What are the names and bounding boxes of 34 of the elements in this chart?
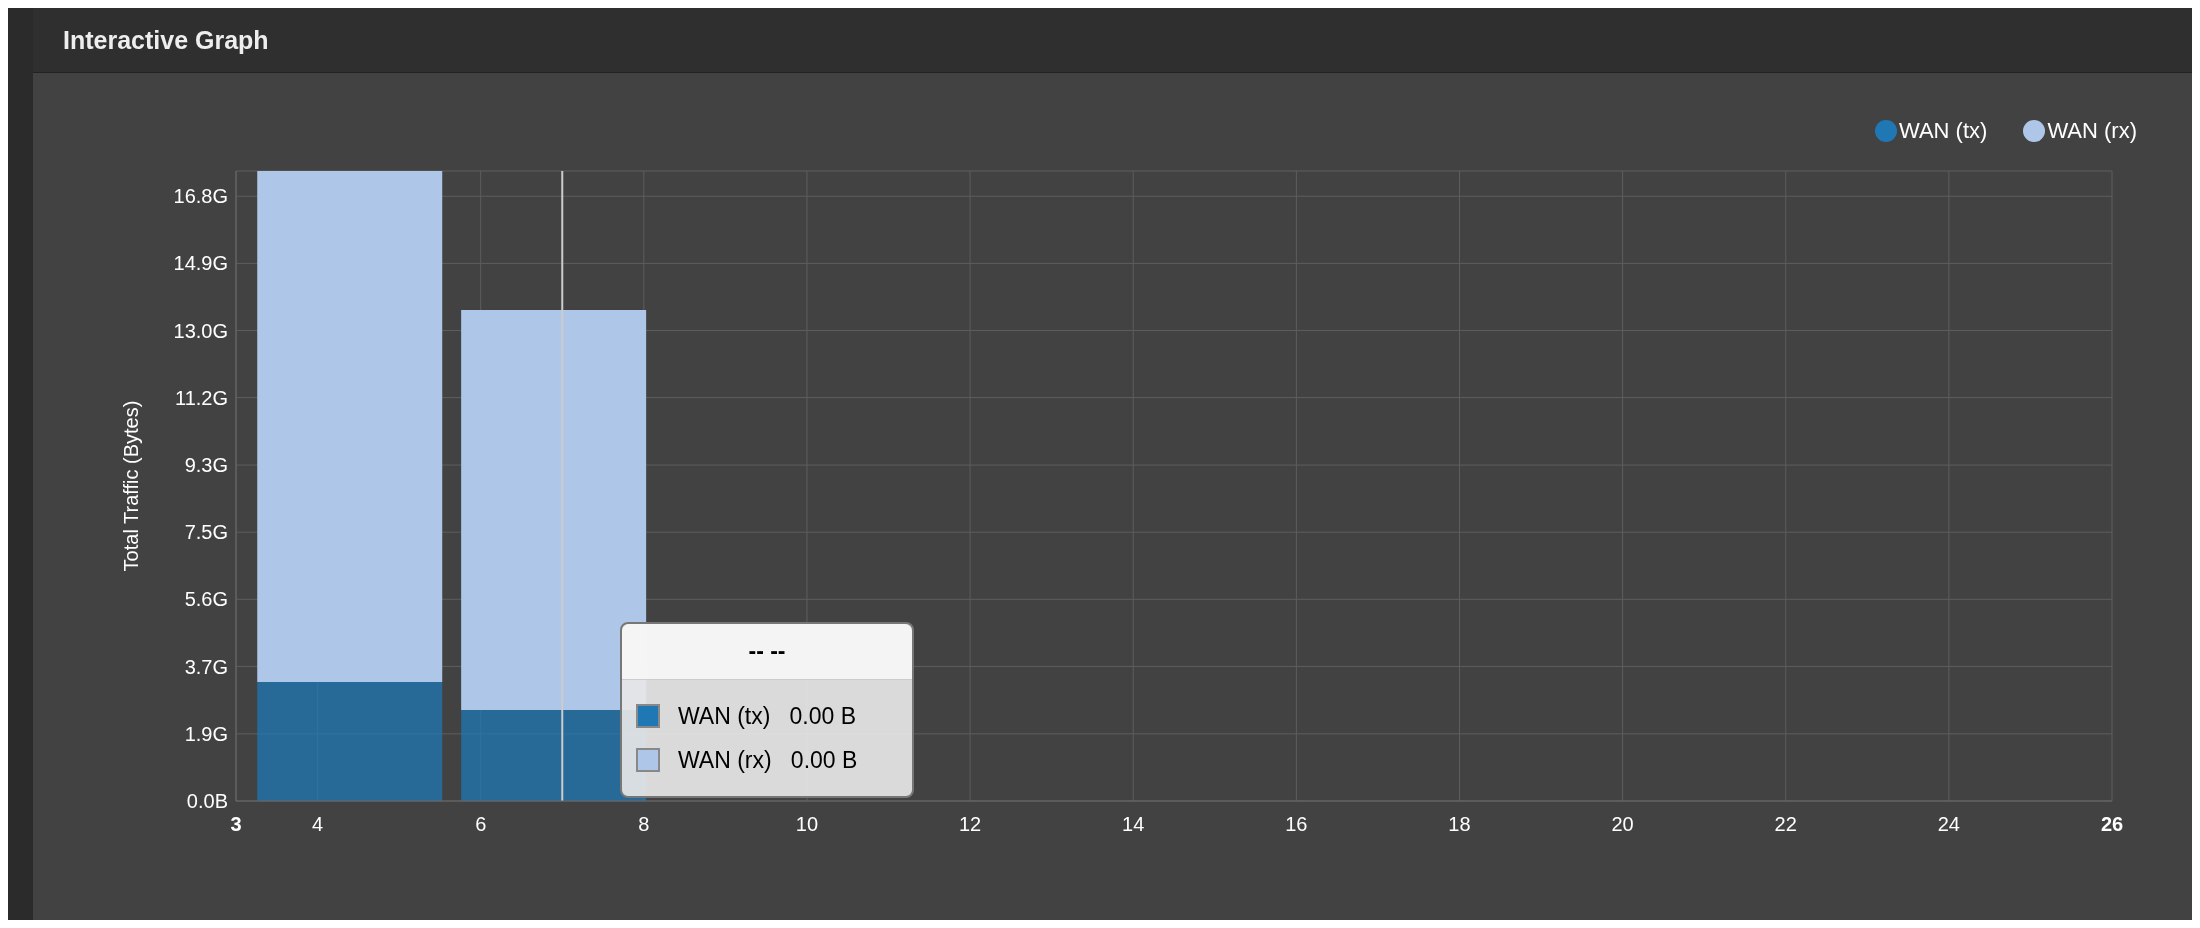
x-tick-label: 22 [1774, 813, 1797, 835]
annotation: WAN (tx) 0.00 B [678, 702, 857, 730]
x-tick-label: 14 [1122, 813, 1145, 835]
x-tick-label: 26 [2100, 813, 2124, 835]
y-tick-label: 5.6G [184, 588, 228, 611]
x-tick-label: 18 [1448, 813, 1471, 835]
tooltip-card: -- -- WAN (tx) 0.00 B WAN (rx) 0.00 B [620, 622, 914, 798]
bar [257, 681, 443, 801]
annotation: WAN (rx) 0.00 B [678, 746, 858, 774]
annotation: -- -- [622, 624, 912, 680]
y-tick-label: 11.2G [175, 386, 228, 409]
x-tick-label: 10 [795, 813, 819, 835]
x-tick-label: 4 [312, 813, 324, 835]
legend-label: WAN (tx) [1899, 118, 1988, 144]
y-axis-title: Total Traffic (Bytes) [120, 400, 143, 572]
x-tick-label: 8 [638, 813, 650, 835]
x-tick-label: 6 [475, 813, 487, 835]
y-tick-label: 16.8G [173, 185, 228, 208]
y-tick-label: 1.9G [184, 722, 228, 745]
x-tick-label: 24 [1937, 813, 1960, 835]
bar [257, 171, 443, 682]
y-tick-label: 7.5G [184, 521, 228, 544]
y-tick-label: 0.0B [186, 790, 228, 813]
y-tick-label: 3.7G [184, 655, 228, 678]
x-tick-label: 20 [1611, 813, 1634, 835]
legend-label: WAN (rx) [2047, 118, 2137, 144]
chart-title: Interactive Graph [33, 8, 2192, 73]
y-tick-label: 9.3G [184, 454, 228, 477]
x-tick-label: 12 [958, 813, 982, 835]
y-tick-label: 14.9G [173, 252, 228, 275]
x-tick-label: 16 [1285, 813, 1308, 835]
y-tick-label: 13.0G [173, 319, 228, 342]
bar [461, 309, 647, 711]
x-tick-label: 3 [230, 813, 242, 835]
